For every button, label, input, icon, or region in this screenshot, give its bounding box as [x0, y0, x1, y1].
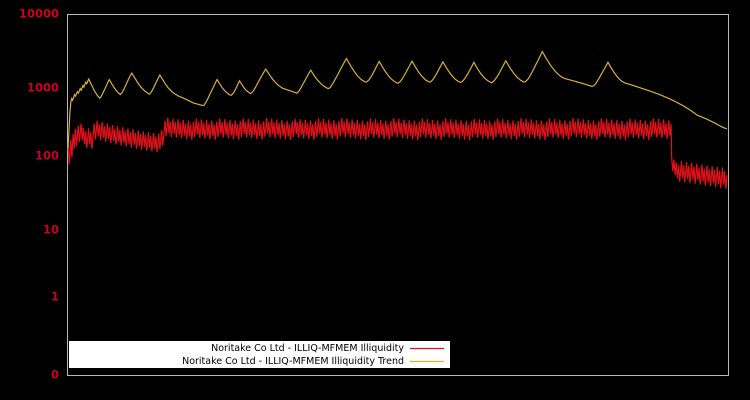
- y-tick-label: 0: [51, 368, 59, 382]
- y-tick-label: 10000: [19, 7, 59, 21]
- y-tick-label: 1000: [27, 81, 59, 95]
- y-tick-label: 1: [51, 290, 59, 304]
- series-line-illiquidity-trend: [67, 50, 728, 149]
- data-series-layer: [67, 50, 728, 189]
- legend-label: Noritake Co Ltd - ILLIQ-MFMEM Illiquidit…: [182, 356, 404, 367]
- y-tick-label: 100: [35, 149, 59, 163]
- legend-label: Noritake Co Ltd - ILLIQ-MFMEM Illiquidit…: [211, 343, 404, 354]
- y-tick-label: 10: [43, 223, 59, 237]
- plot-area-frame: [67, 14, 729, 376]
- legend-background: [69, 341, 450, 368]
- chart-legend[interactable]: Noritake Co Ltd - ILLIQ-MFMEM Illiquidit…: [69, 341, 450, 368]
- series-line-illiquidity: [67, 117, 728, 189]
